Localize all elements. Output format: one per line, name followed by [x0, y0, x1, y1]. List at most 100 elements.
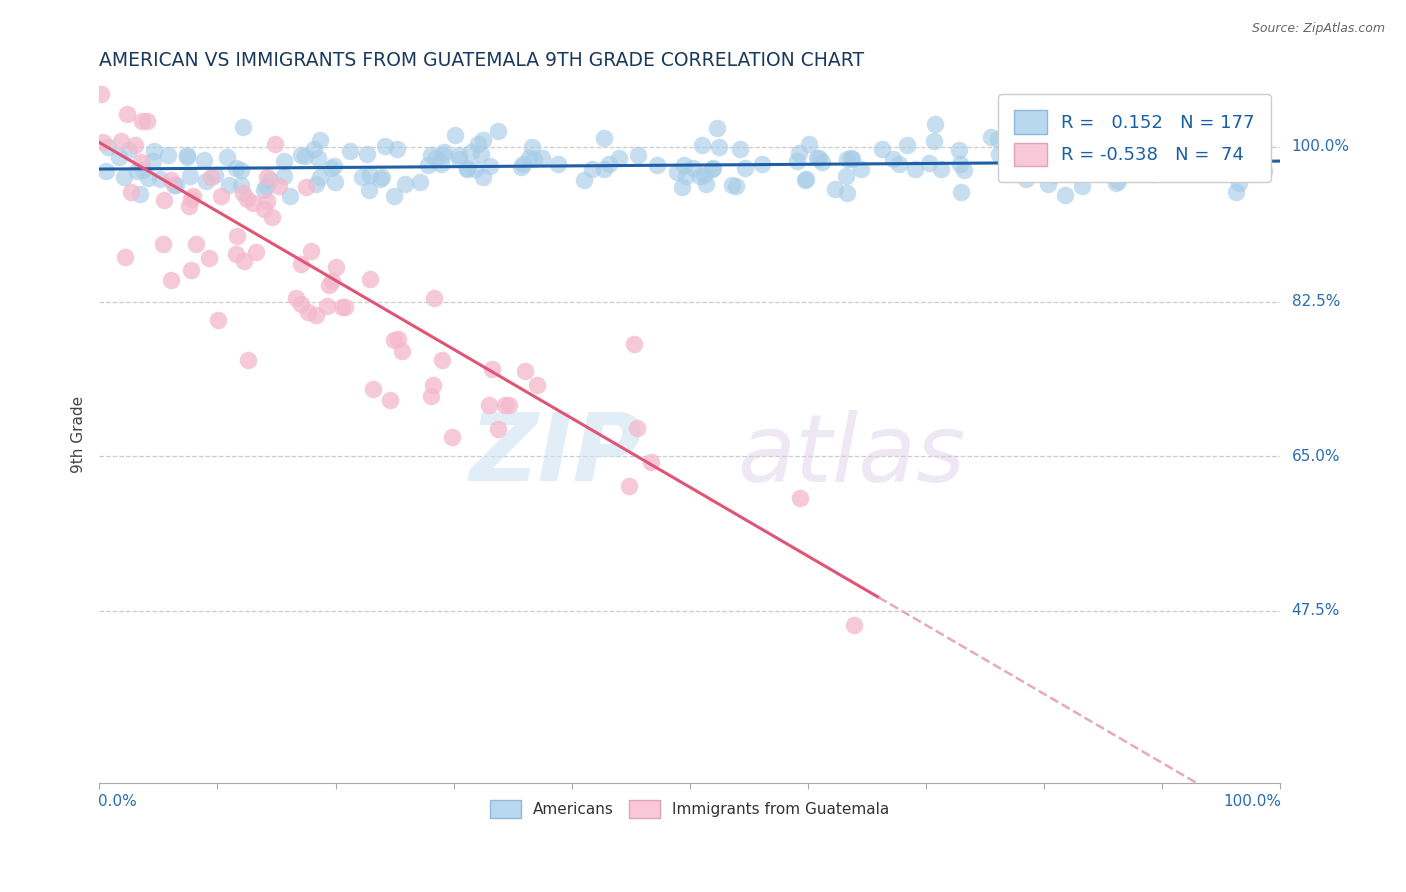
Point — [949, 186, 972, 200]
Point — [810, 155, 832, 169]
Point — [464, 161, 486, 176]
Point — [1042, 136, 1064, 150]
Point — [849, 161, 872, 176]
Point — [721, 178, 744, 193]
Point — [837, 152, 859, 166]
Point — [253, 183, 276, 197]
Point — [124, 138, 146, 153]
Point — [789, 491, 811, 505]
Point — [290, 297, 312, 311]
Point — [1107, 174, 1129, 188]
Point — [1067, 139, 1090, 153]
Point — [131, 114, 153, 128]
Point — [517, 151, 540, 165]
Point — [253, 202, 276, 216]
Point — [333, 301, 356, 315]
Point — [152, 194, 174, 208]
Point — [949, 157, 972, 171]
Point — [229, 162, 252, 177]
Point — [233, 254, 256, 268]
Point — [1042, 169, 1064, 183]
Point — [422, 378, 444, 392]
Point — [112, 169, 135, 184]
Point — [456, 161, 478, 175]
Point — [363, 382, 385, 396]
Point — [693, 168, 716, 182]
Point — [1071, 178, 1094, 193]
Point — [323, 175, 346, 189]
Point — [593, 131, 616, 145]
Text: 0.0%: 0.0% — [98, 794, 136, 809]
Point — [356, 147, 378, 161]
Point — [232, 120, 254, 134]
Point — [842, 618, 865, 632]
Point — [91, 135, 114, 149]
Point — [294, 149, 316, 163]
Point — [226, 228, 249, 243]
Text: 82.5%: 82.5% — [1292, 294, 1340, 309]
Point — [1227, 176, 1250, 190]
Point — [262, 210, 284, 224]
Point — [1160, 162, 1182, 177]
Point — [689, 169, 711, 184]
Point — [432, 148, 454, 162]
Point — [581, 162, 603, 177]
Point — [350, 169, 373, 184]
Point — [987, 147, 1010, 161]
Point — [839, 151, 862, 165]
Point — [129, 186, 152, 201]
Point — [108, 150, 131, 164]
Point — [273, 154, 295, 169]
Point — [302, 142, 325, 156]
Point — [980, 130, 1002, 145]
Point — [682, 161, 704, 175]
Point — [1111, 147, 1133, 161]
Point — [256, 169, 278, 184]
Point — [149, 172, 172, 186]
Point — [290, 148, 312, 162]
Point — [433, 145, 456, 159]
Point — [494, 398, 516, 412]
Point — [479, 159, 502, 173]
Point — [160, 172, 183, 186]
Point — [236, 353, 259, 368]
Point — [841, 153, 863, 167]
Point — [797, 136, 820, 151]
Point — [523, 152, 546, 166]
Point — [143, 144, 166, 158]
Point — [204, 168, 226, 182]
Point — [922, 134, 945, 148]
Point — [129, 154, 152, 169]
Point — [264, 136, 287, 151]
Point — [998, 147, 1021, 161]
Point — [97, 140, 120, 154]
Point — [318, 278, 340, 293]
Point — [1035, 134, 1057, 148]
Point — [1074, 137, 1097, 152]
Point — [645, 158, 668, 172]
Point — [297, 305, 319, 319]
Point — [420, 148, 443, 162]
Point — [1144, 161, 1167, 175]
Point — [441, 430, 464, 444]
Point — [456, 162, 478, 177]
Point — [308, 169, 330, 184]
Point — [666, 165, 689, 179]
Point — [598, 156, 620, 170]
Point — [94, 164, 117, 178]
Point — [339, 144, 361, 158]
Point — [986, 132, 1008, 146]
Point — [198, 251, 221, 265]
Point — [806, 152, 828, 166]
Point — [948, 143, 970, 157]
Point — [515, 364, 537, 378]
Point — [526, 377, 548, 392]
Point — [136, 114, 159, 128]
Point — [321, 275, 343, 289]
Point — [904, 161, 927, 176]
Point — [177, 199, 200, 213]
Point — [184, 237, 207, 252]
Point — [193, 153, 215, 167]
Point — [256, 194, 278, 208]
Point — [1042, 160, 1064, 174]
